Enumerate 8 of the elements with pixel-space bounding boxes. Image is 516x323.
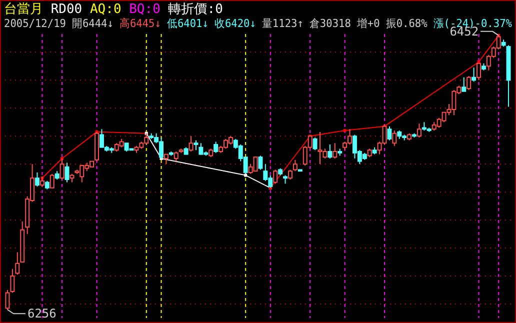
point	[244, 174, 248, 177]
chart-title: 台當月 RD00 AQ:0 BQ:0 轉折價:0	[4, 2, 223, 17]
annotation: 6256	[27, 306, 56, 321]
text: 2005/12/19 開6444↓ 高6445↓ 低6401↓ 收6420↓ 量1123↑ 倉30318 增+0 振0.68% 漲(-24)-0.37%	[4, 17, 516, 30]
candlestick	[64, 162, 70, 183]
point	[343, 129, 346, 132]
candlestick	[318, 131, 322, 165]
candlestick	[392, 130, 397, 146]
